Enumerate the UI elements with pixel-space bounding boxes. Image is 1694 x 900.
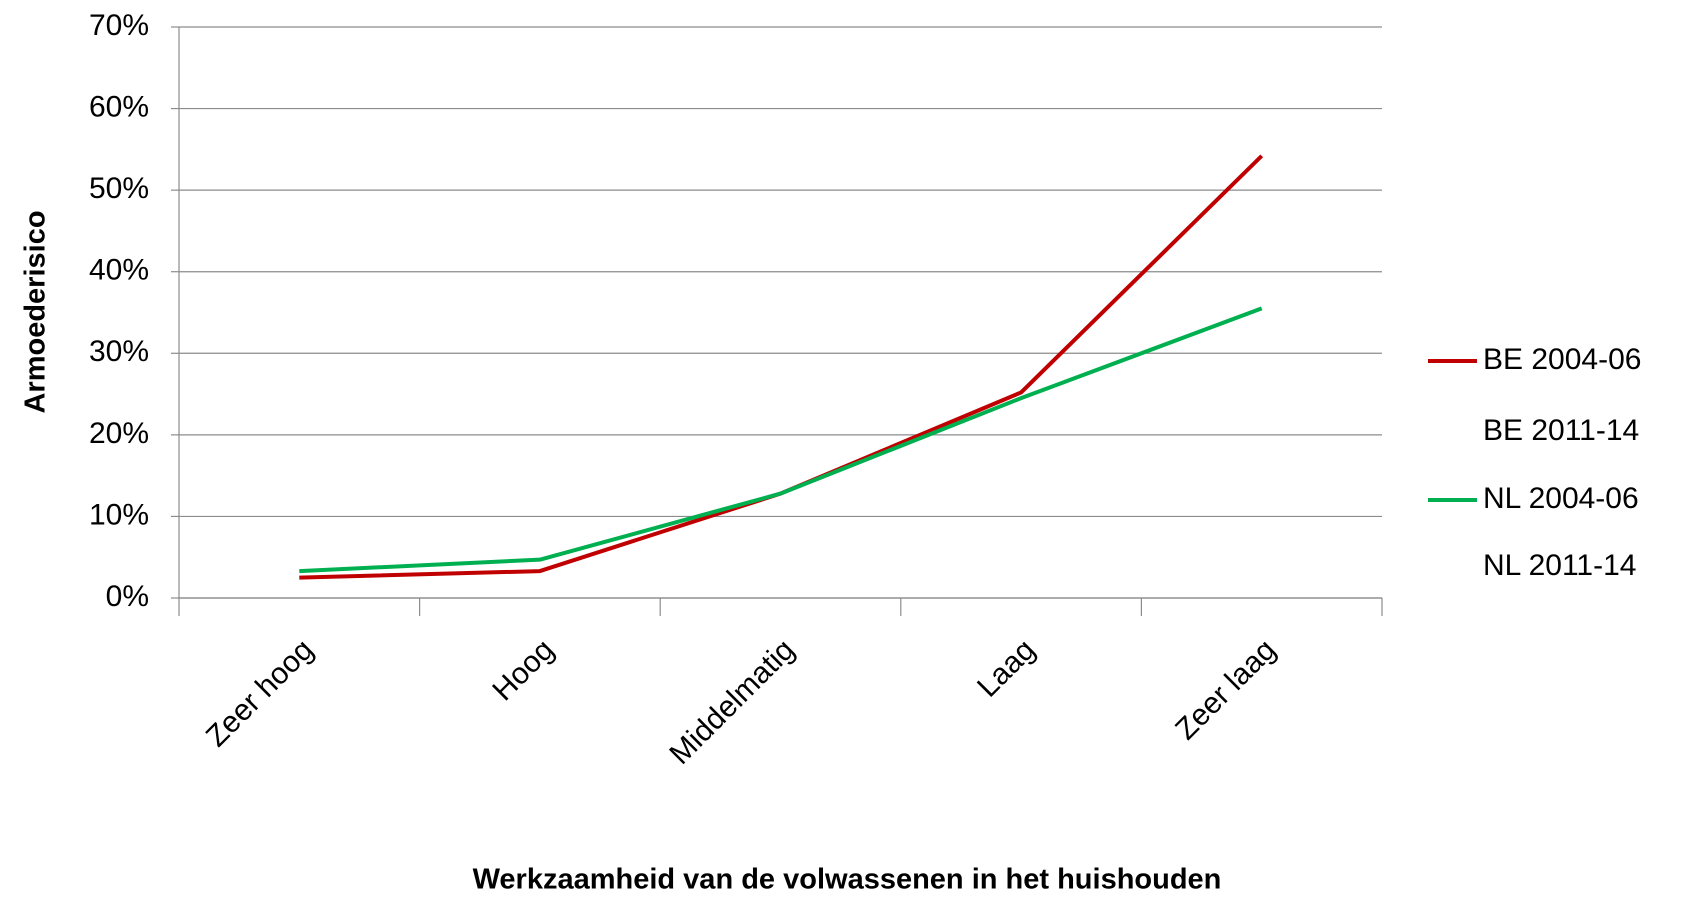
x-tick-label: Zeer hoog (200, 633, 320, 753)
y-tick-label: 20% (89, 417, 149, 450)
legend-label: BE 2011-14 (1483, 414, 1639, 447)
y-tick-label: 70% (89, 9, 149, 42)
x-tick-label: Laag (971, 633, 1042, 704)
legend-label: NL 2004-06 (1483, 482, 1639, 515)
series-line (299, 154, 1264, 580)
x-tick-label: Hoog (486, 633, 560, 707)
y-tick-label: 60% (89, 90, 149, 123)
legend-label: BE 2004-06 (1483, 343, 1641, 376)
x-axis-title: Werkzaamheid van de volwassenen in het h… (473, 864, 1222, 896)
x-tick-label: Middelmatig (663, 633, 801, 771)
legend-label: NL 2011-14 (1483, 549, 1636, 582)
y-tick-label: 30% (89, 335, 149, 368)
y-tick-label: 40% (89, 254, 149, 287)
x-tick-label: Zeer laag (1169, 633, 1282, 746)
series-line (299, 306, 1263, 574)
y-tick-label: 10% (89, 498, 149, 531)
y-axis-title: Armoederisico (20, 210, 52, 413)
y-tick-label: 0% (106, 580, 149, 613)
y-tick-label: 50% (89, 172, 149, 205)
